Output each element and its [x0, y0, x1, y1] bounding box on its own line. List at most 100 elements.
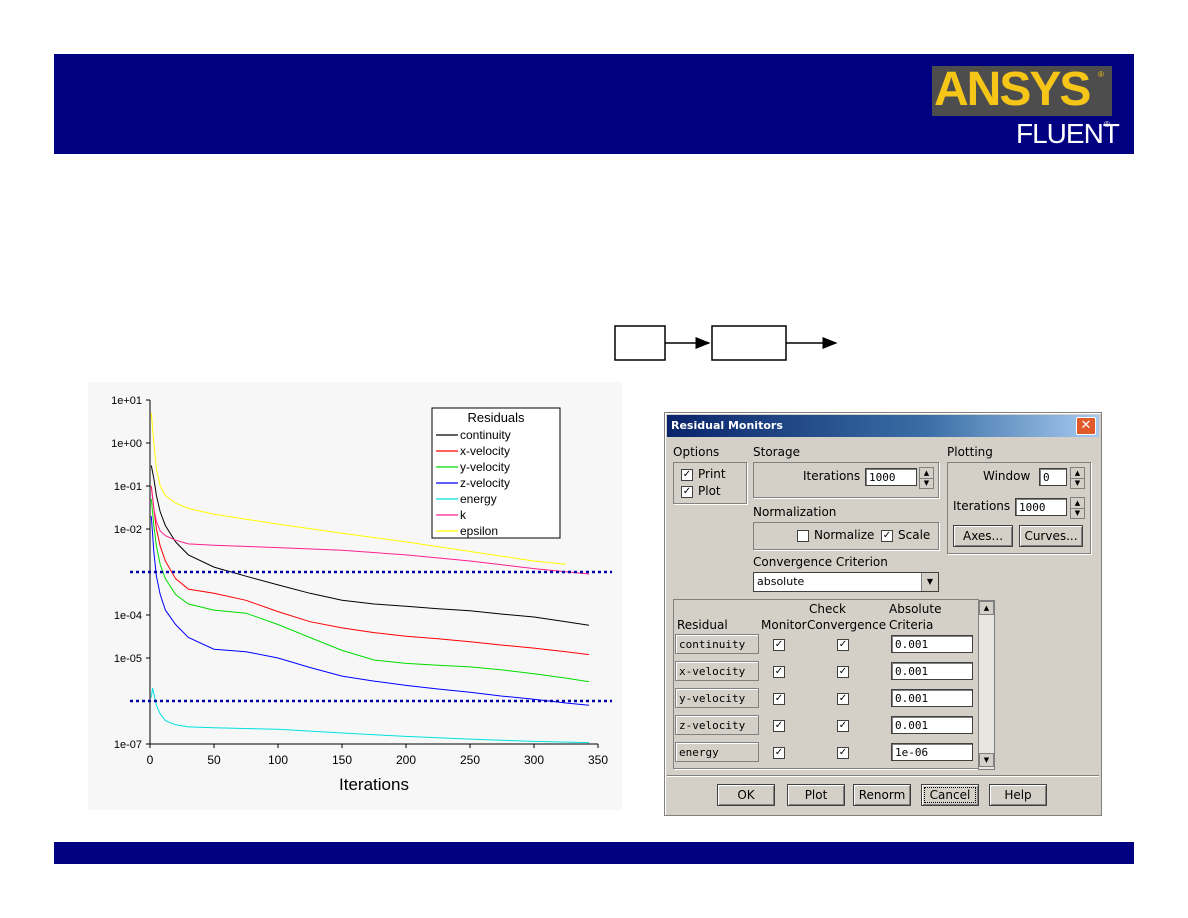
storage-iterations-spinner[interactable]: ▲ ▼	[919, 467, 934, 489]
storage-label: Storage	[753, 445, 800, 459]
plotting-group	[947, 462, 1091, 554]
cancel-button[interactable]: Cancel	[921, 784, 979, 806]
spin-up-icon[interactable]: ▲	[1071, 498, 1084, 509]
check-convergence-checkbox[interactable]: ✓	[837, 747, 849, 759]
residuals-chart-svg: 0 50 100 150 200 250 300 350 1e+01 1e+00 1e-01 1e-0…	[111, 395, 612, 794]
window-input[interactable]: 0	[1039, 468, 1067, 486]
residual-name-energy: energy	[675, 742, 759, 762]
absolute-criteria-input[interactable]: 0.001	[891, 662, 973, 680]
check-convergence-checkbox[interactable]: ✓	[837, 666, 849, 678]
storage-iterations-label: Iterations	[803, 469, 861, 483]
legend-entry: y-velocity	[460, 460, 510, 474]
print-label: Print	[698, 467, 726, 481]
column-header-absolute-line1: Absolute	[889, 602, 942, 616]
storage-iterations-input[interactable]: 1000	[865, 468, 917, 486]
convergence-criterion-label: Convergence Criterion	[753, 555, 888, 569]
residual-name-x-velocity: x-velocity	[675, 661, 759, 681]
plot-button[interactable]: Plot	[787, 784, 845, 806]
logo-background	[932, 66, 1112, 116]
absolute-criteria-input[interactable]: 0.001	[891, 635, 973, 653]
table-scrollbar[interactable]: ▲ ▼	[978, 600, 995, 770]
monitor-checkbox[interactable]: ✓	[773, 666, 785, 678]
plot-label: Plot	[698, 484, 721, 498]
check-convergence-checkbox[interactable]: ✓	[837, 693, 849, 705]
check-convergence-checkbox[interactable]: ✓	[837, 720, 849, 732]
options-group	[673, 462, 747, 504]
curves-button[interactable]: Curves...	[1019, 525, 1083, 547]
print-checkbox[interactable]: ✓	[681, 469, 693, 481]
spin-down-icon[interactable]: ▼	[1074, 479, 1081, 487]
scale-label: Scale	[898, 528, 931, 542]
normalize-checkbox[interactable]: ✓	[797, 530, 809, 542]
x-tick-label: 350	[588, 753, 608, 767]
series-line-epsilon	[150, 412, 567, 565]
dialog-titlebar[interactable]: Residual Monitors ✕	[667, 415, 1099, 437]
window-label: Window	[983, 469, 1031, 483]
monitor-checkbox[interactable]: ✓	[773, 720, 785, 732]
normalization-label: Normalization	[753, 505, 837, 519]
spin-down-icon[interactable]: ▼	[1074, 509, 1081, 517]
convergence-criterion-select[interactable]: absolute ▼	[753, 572, 939, 592]
y-tick-label: 1e-04	[114, 610, 142, 622]
column-header-absolute-line2: Criteria	[889, 618, 934, 632]
chevron-down-icon[interactable]: ▼	[921, 573, 938, 591]
scroll-down-icon[interactable]: ▼	[979, 753, 994, 767]
plot-iterations-label: Iterations	[953, 499, 1011, 513]
column-header-residual: Residual	[677, 618, 728, 632]
logo-product-reg: ®	[1104, 120, 1110, 129]
renorm-button[interactable]: Renorm	[853, 784, 911, 806]
options-label: Options	[673, 445, 720, 459]
y-tick-label: 1e-01	[114, 481, 142, 493]
residual-name-y-velocity: y-velocity	[675, 688, 759, 708]
plot-checkbox[interactable]: ✓	[681, 486, 693, 498]
plot-iterations-spinner[interactable]: ▲ ▼	[1070, 497, 1085, 519]
monitor-checkbox[interactable]: ✓	[773, 747, 785, 759]
legend-entry: energy	[460, 492, 497, 506]
residual-monitors-dialog: Residual Monitors ✕ Options ✓ Print ✓ Pl…	[664, 412, 1102, 816]
spin-up-icon[interactable]: ▲	[1071, 468, 1084, 479]
ok-button[interactable]: OK	[717, 784, 775, 806]
absolute-criteria-input[interactable]: 1e-06	[891, 743, 973, 761]
spin-down-icon[interactable]: ▼	[923, 479, 930, 487]
logo-product: FLUENT	[1016, 118, 1120, 149]
series-line-continuity	[150, 465, 590, 626]
plot-iterations-input[interactable]: 1000	[1015, 498, 1067, 516]
x-tick-label: 0	[147, 753, 154, 767]
window-spinner[interactable]: ▲ ▼	[1070, 467, 1085, 489]
spin-up-icon[interactable]: ▲	[920, 468, 933, 479]
series-line-k	[150, 485, 590, 575]
scale-checkbox[interactable]: ✓	[881, 530, 893, 542]
absolute-criteria-input[interactable]: 0.001	[891, 689, 973, 707]
check-convergence-checkbox[interactable]: ✓	[837, 639, 849, 651]
x-tick-label: 300	[524, 753, 544, 767]
axes-button[interactable]: Axes...	[953, 525, 1013, 547]
help-button[interactable]: Help	[989, 784, 1047, 806]
column-header-monitor: Monitor	[761, 618, 807, 632]
residual-name-continuity: continuity	[675, 634, 759, 654]
storage-group	[753, 462, 939, 498]
plotting-label: Plotting	[947, 445, 993, 459]
close-icon[interactable]: ✕	[1076, 417, 1096, 435]
legend-entry: x-velocity	[460, 444, 510, 458]
absolute-criteria-input[interactable]: 0.001	[891, 716, 973, 734]
scroll-up-icon[interactable]: ▲	[979, 601, 994, 615]
monitor-checkbox[interactable]: ✓	[773, 693, 785, 705]
convergence-criterion-value: absolute	[757, 575, 805, 588]
x-tick-label: 250	[460, 753, 480, 767]
column-header-check-line1: Check	[809, 602, 846, 616]
flow-box-2	[711, 325, 787, 361]
logo-brand: ANSYS	[934, 63, 1091, 116]
x-tick-label: 50	[207, 753, 221, 767]
column-header-check-line2: Convergence	[807, 618, 887, 632]
y-tick-label: 1e+00	[111, 438, 142, 450]
y-tick-label: 1e-07	[114, 739, 142, 751]
series-line-energy	[150, 687, 590, 744]
dialog-title: Residual Monitors	[671, 419, 783, 432]
ansys-fluent-logo: ANSYS ® FLUENT ®	[928, 63, 1120, 152]
x-axis-label: Iterations	[339, 775, 409, 794]
flow-diagram	[614, 325, 838, 361]
y-tick-label: 1e-05	[114, 653, 142, 665]
legend-title: Residuals	[467, 410, 525, 425]
monitor-checkbox[interactable]: ✓	[773, 639, 785, 651]
residual-name-z-velocity: z-velocity	[675, 715, 759, 735]
